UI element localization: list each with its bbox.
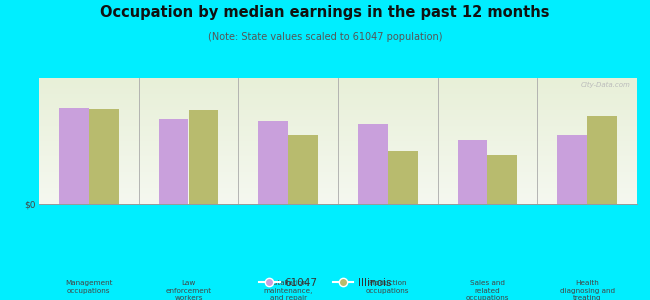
- Bar: [258, 121, 288, 204]
- Bar: [188, 110, 218, 204]
- Bar: [159, 118, 188, 204]
- Text: Occupation by median earnings in the past 12 months: Occupation by median earnings in the pas…: [100, 4, 550, 20]
- Text: (Note: State values scaled to 61047 population): (Note: State values scaled to 61047 popu…: [208, 32, 442, 41]
- Bar: [587, 116, 617, 204]
- Bar: [388, 152, 418, 204]
- Bar: [557, 135, 587, 204]
- Bar: [488, 155, 517, 204]
- Bar: [89, 109, 119, 204]
- Bar: [458, 140, 488, 204]
- Legend: 61047, Illinois: 61047, Illinois: [255, 274, 395, 292]
- Bar: [288, 135, 318, 204]
- Text: City-Data.com: City-Data.com: [581, 82, 631, 88]
- Bar: [59, 108, 89, 204]
- Bar: [358, 124, 388, 204]
